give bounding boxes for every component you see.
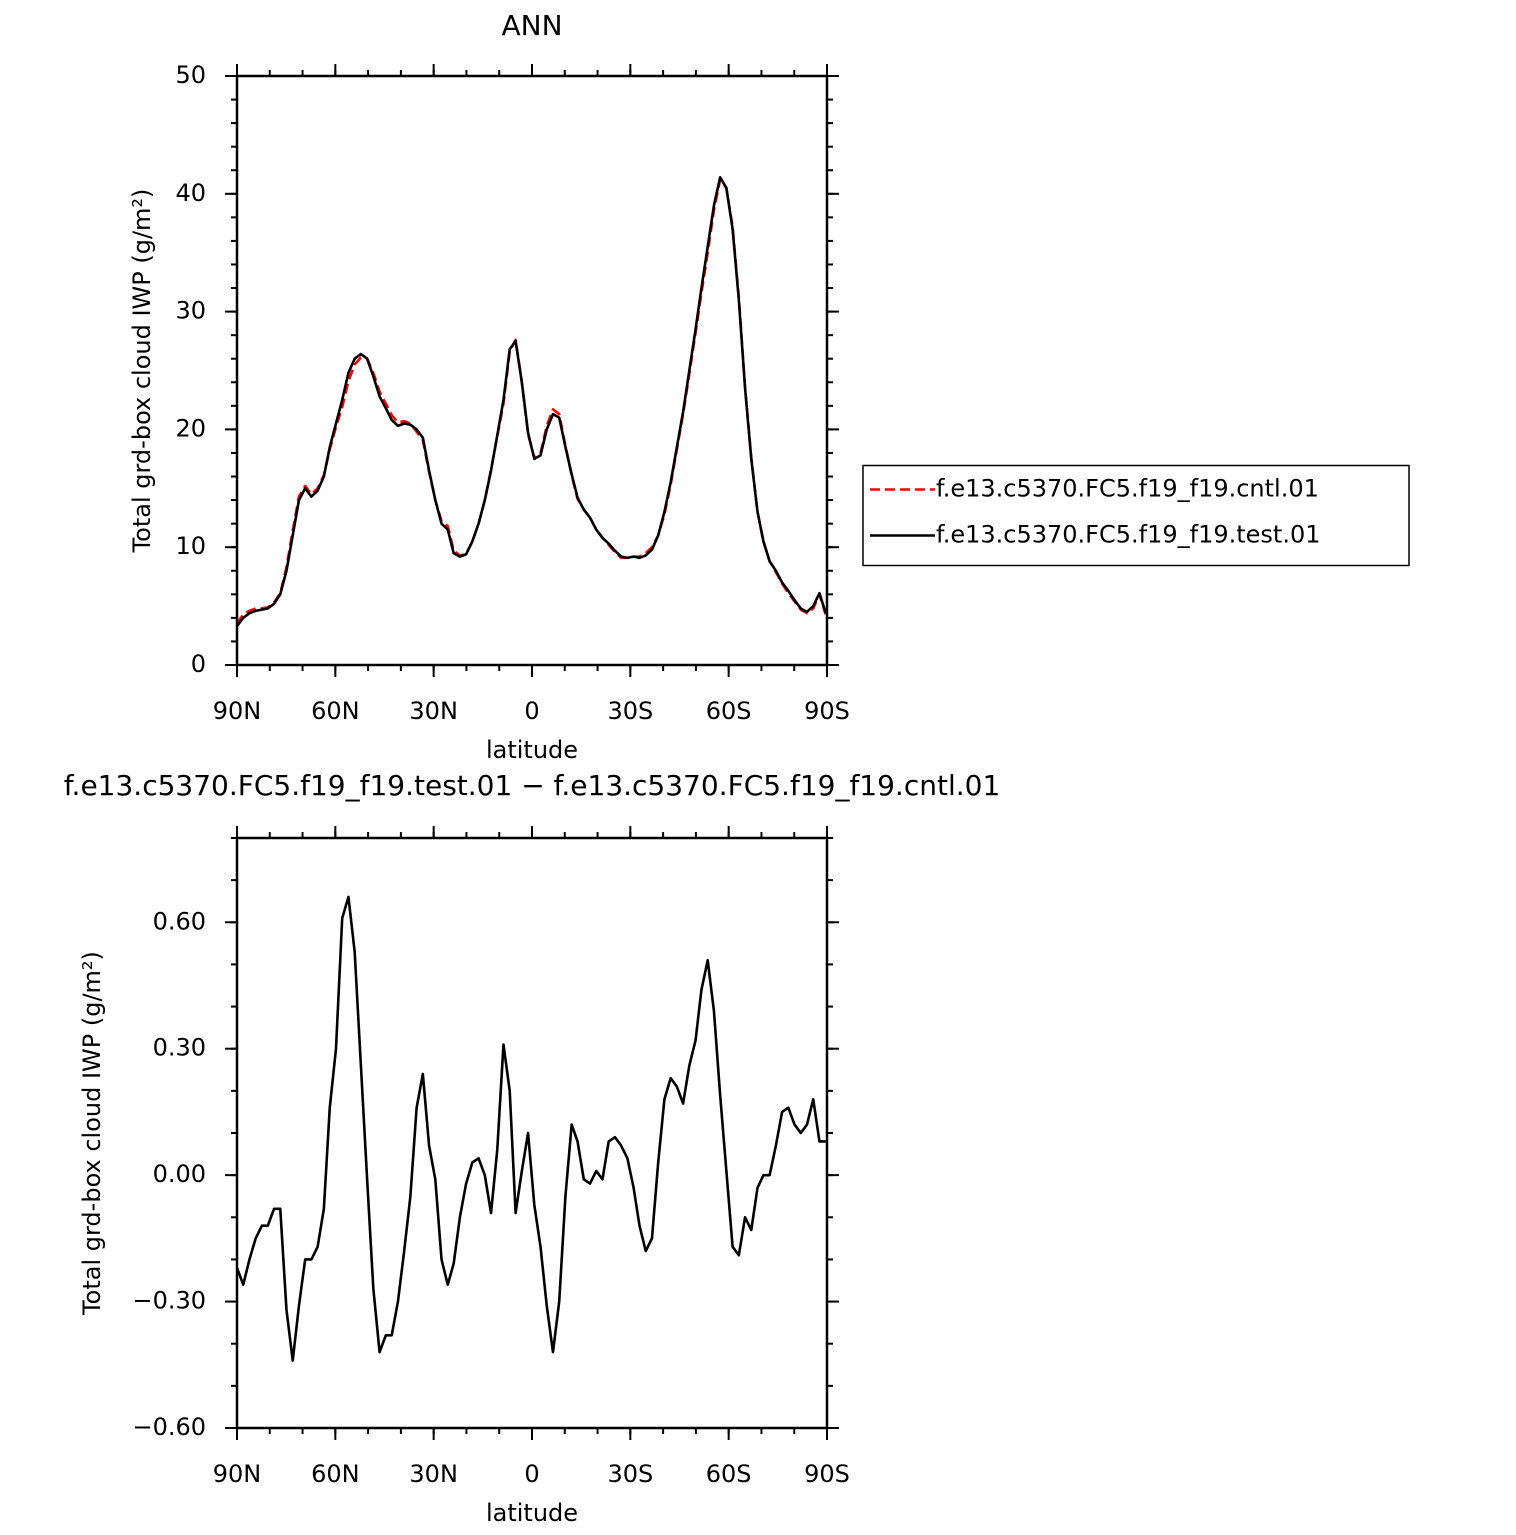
y-tick-label: 0.30 (153, 1034, 206, 1062)
legend-label: f.e13.c5370.FC5.f19_f19.test.01 (936, 521, 1321, 549)
x-tick-label: 30N (409, 1460, 458, 1488)
chart-title: ANN (501, 9, 562, 42)
x-tick-label: 60S (706, 1460, 752, 1488)
data-line (237, 176, 827, 627)
x-tick-label: 90N (213, 697, 262, 725)
y-axis-label: Total grd-box cloud IWP (g/m²) (128, 189, 156, 554)
x-tick-label: 30S (607, 697, 653, 725)
x-tick-label: 30S (607, 1460, 653, 1488)
plot: ANN latitude Total grd-box cloud IWP (g/m²… (128, 9, 1410, 764)
x-tick-label: 0 (524, 697, 539, 725)
x-tick-label: 0 (524, 1460, 539, 1488)
plot: f.e13.c5370.FC5.f19_f19.test.01 − f.e13.… (64, 769, 1001, 1527)
y-tick-label: −0.30 (132, 1287, 206, 1315)
x-tick-label: 90S (804, 1460, 850, 1488)
data-line (237, 178, 827, 625)
y-tick-label: 30 (175, 297, 206, 325)
data-layer (237, 176, 827, 627)
data-layer (237, 895, 826, 1362)
legend-label: f.e13.c5370.FC5.f19_f19.cntl.01 (936, 475, 1319, 503)
x-axis-label: latitude (486, 736, 578, 764)
chart-title: f.e13.c5370.FC5.f19_f19.test.01 − f.e13.… (64, 769, 1001, 802)
y-tick-label: 0.60 (153, 907, 206, 935)
x-tick-label: 90N (213, 1460, 262, 1488)
x-tick-label: 60N (311, 697, 360, 725)
y-tick-label: 10 (175, 532, 206, 560)
x-tick-label: 30N (409, 697, 458, 725)
y-tick-label: −0.60 (132, 1413, 206, 1441)
plot-frame (235, 836, 829, 1430)
data-line (237, 895, 826, 1362)
x-axis-label: latitude (486, 1499, 578, 1527)
legend: f.e13.c5370.FC5.f19_f19.cntl.01 f.e13.c53… (862, 464, 1410, 567)
legend-box (862, 464, 1410, 567)
y-tick-label: 20 (175, 414, 206, 442)
x-tick-label: 90S (804, 697, 850, 725)
y-axis-label: Total grd-box cloud IWP (g/m²) (78, 951, 106, 1316)
y-tick-label: 50 (175, 61, 206, 89)
x-tick-label: 60N (311, 1460, 360, 1488)
x-tick-label: 60S (706, 697, 752, 725)
y-tick-label: 40 (175, 179, 206, 207)
plot-frame (235, 74, 829, 667)
y-tick-label: 0.00 (153, 1160, 206, 1188)
y-tick-label: 0 (191, 650, 206, 678)
